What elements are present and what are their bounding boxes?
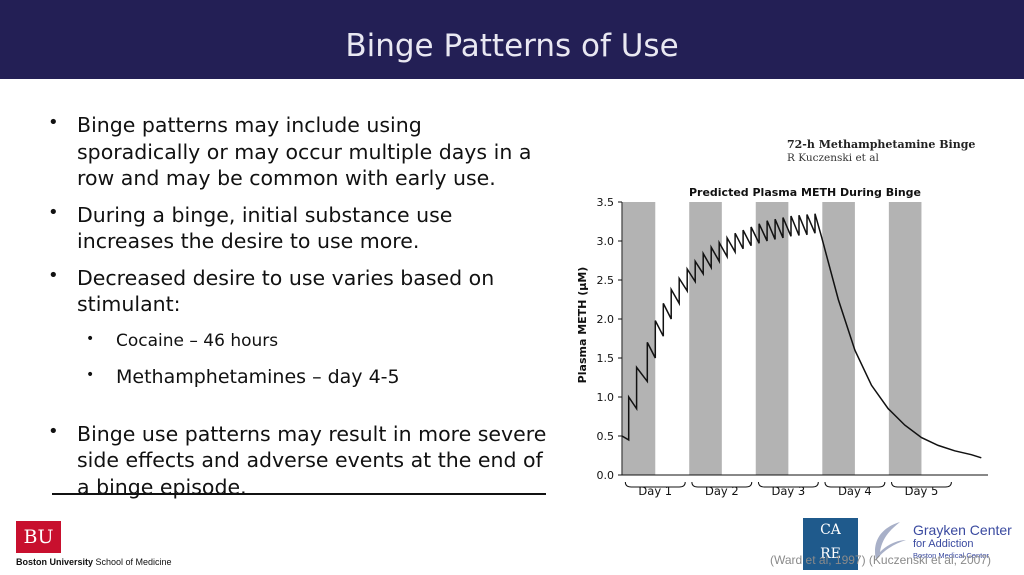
- y-axis-label: Plasma METH (μM): [576, 267, 589, 384]
- y-tick-label: 0.5: [597, 430, 615, 443]
- day-bracket: [824, 481, 886, 488]
- bu-logo-text: BU: [23, 526, 54, 548]
- bu-school-name: Boston University School of Medicine: [16, 557, 172, 567]
- grayken-line3: Boston Medical Center: [913, 551, 989, 560]
- y-tick-label: 2.5: [597, 274, 615, 287]
- y-tick-label: 2.0: [597, 313, 615, 326]
- y-tick-label: 3.5: [597, 196, 615, 209]
- title-bar: [0, 0, 1024, 79]
- care-logo: CA RE: [803, 518, 858, 570]
- figure-title: 72-h Methamphetamine Binge: [787, 138, 976, 151]
- grayken-line1: Grayken Center: [913, 522, 1012, 538]
- day-bracket: [624, 481, 686, 488]
- binge-band-day-3: [755, 202, 789, 475]
- plasma-meth-line: [621, 213, 982, 459]
- y-tick-label: 1.5: [597, 352, 615, 365]
- x-tick-label: Day 2: [705, 484, 739, 498]
- figure-author: R Kuczenski et al: [787, 152, 879, 164]
- plasma-meth-chart: Predicted Plasma METH During Binge Plasm…: [576, 186, 988, 498]
- binge-band-day-5: [888, 202, 922, 475]
- grayken-line2: for Addiction: [913, 538, 974, 550]
- bullet-item: During a binge, initial substance use in…: [48, 200, 548, 255]
- y-tick-label: 0.0: [597, 469, 615, 482]
- bullet-list: Binge patterns may include using sporadi…: [48, 110, 548, 510]
- x-tick-label: Day 1: [638, 484, 672, 498]
- citation: (Ward et al, 1997) (Kuczenski et al, 200…: [770, 553, 991, 567]
- binge-band-day-4: [822, 202, 855, 475]
- day-bracket: [891, 481, 952, 488]
- care-logo-line2: RE: [820, 546, 841, 562]
- sub-bullet-item: Cocaine – 46 hours: [48, 326, 548, 355]
- x-tick-label: Day 4: [838, 484, 872, 498]
- bu-name-bold: Boston University: [16, 557, 94, 567]
- bullet-item: Decreased desire to use varies based on …: [48, 263, 548, 318]
- care-logo-line1: CA: [820, 522, 841, 538]
- grayken-center-logo: Grayken Center for Addiction Boston Medi…: [913, 522, 1012, 561]
- divider-rule: [52, 493, 546, 495]
- binge-band-day-1: [622, 202, 656, 475]
- day-bracket: [757, 481, 819, 488]
- bu-logo: BU: [16, 521, 61, 553]
- y-tick-label: 1.0: [597, 391, 615, 404]
- x-tick-label: Day 5: [905, 484, 939, 498]
- sub-bullet-item: Methamphetamines – day 4-5: [48, 362, 548, 391]
- x-tick-label: Day 3: [772, 484, 806, 498]
- slide-title: Binge Patterns of Use: [345, 28, 679, 64]
- bullet-item: Binge use patterns may result in more se…: [48, 419, 548, 501]
- chart-title: Predicted Plasma METH During Binge: [689, 186, 921, 199]
- binge-band-day-2: [689, 202, 722, 475]
- bu-name-rest: School of Medicine: [93, 557, 172, 567]
- bullet-item: Binge patterns may include using sporadi…: [48, 110, 548, 192]
- grayken-leaf-icon: [875, 522, 906, 560]
- day-bracket: [691, 481, 753, 488]
- y-tick-label: 3.0: [597, 235, 615, 248]
